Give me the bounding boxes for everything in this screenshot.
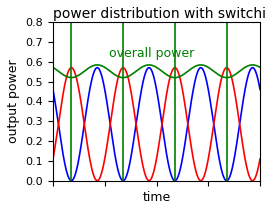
X-axis label: time: time	[142, 191, 171, 204]
Text: power distribution with switching: power distribution with switching	[53, 7, 267, 21]
Y-axis label: output power: output power	[7, 60, 20, 143]
Text: overall power: overall power	[109, 47, 194, 60]
